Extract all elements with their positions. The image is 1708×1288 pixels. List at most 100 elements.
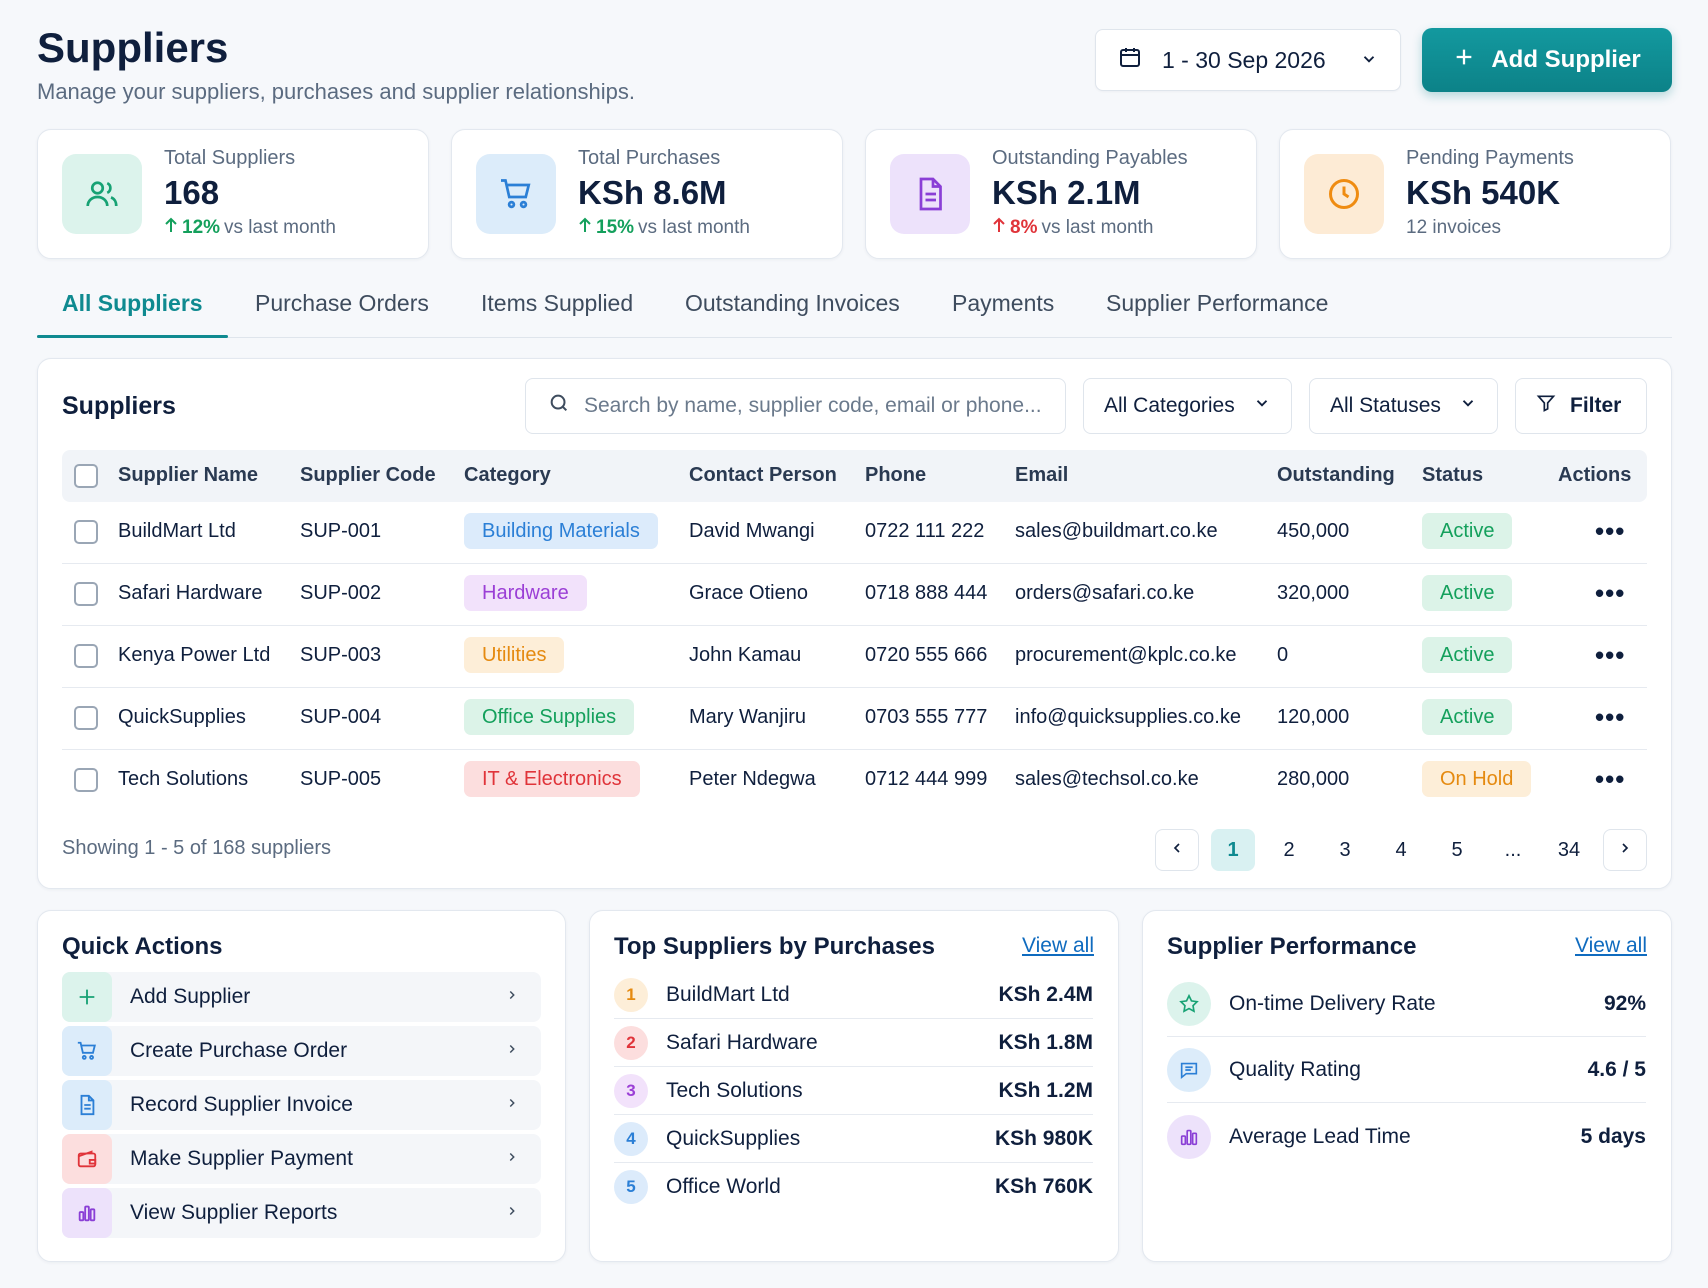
table-header: Supplier Name Supplier Code Category Con…: [62, 450, 1647, 502]
status-badge: Active: [1422, 575, 1513, 611]
table-row[interactable]: Kenya Power Ltd SUP-003 Utilities John K…: [62, 626, 1647, 688]
select-all-checkbox[interactable]: [74, 464, 98, 488]
column-header[interactable]: Phone: [865, 464, 927, 486]
more-actions-icon[interactable]: •••: [1595, 640, 1626, 670]
tab-outstanding-invoices[interactable]: Outstanding Invoices: [685, 290, 900, 316]
supplier-name[interactable]: Tech Solutions: [118, 768, 249, 790]
category-filter-select[interactable]: All Categories: [1083, 378, 1292, 434]
supplier-name[interactable]: Safari Hardware: [118, 582, 263, 604]
rank-badge: 1: [614, 977, 648, 1012]
table-row[interactable]: Safari Hardware SUP-002 Hardware Grace O…: [62, 564, 1647, 626]
purchase-amount: KSh 1.8M: [998, 1030, 1093, 1054]
filter-button-label: Filter: [1570, 394, 1622, 417]
list-item[interactable]: 3 Tech Solutions KSh 1.2M: [614, 1067, 1093, 1115]
previous-page-button[interactable]: [1155, 829, 1199, 871]
kpi-card-pending-payments: Pending Payments KSh 540K 12 invoices: [1279, 129, 1671, 259]
quick-action-add-supplier[interactable]: Add Supplier: [62, 972, 541, 1022]
page-title: Suppliers: [37, 24, 229, 71]
supplier-performance-panel: Supplier Performance View all On-time De…: [1142, 910, 1672, 1262]
supplier-name[interactable]: Kenya Power Ltd: [118, 644, 271, 666]
page-ellipsis: ...: [1504, 838, 1522, 861]
list-item[interactable]: 1 BuildMart Ltd KSh 2.4M: [614, 971, 1093, 1019]
search-input[interactable]: Search by name, supplier code, email or …: [525, 378, 1066, 434]
chevron-down-icon: [1360, 47, 1378, 74]
star-icon: [1167, 981, 1211, 1026]
tab-purchase-orders[interactable]: Purchase Orders: [255, 290, 429, 316]
more-actions-icon[interactable]: •••: [1595, 516, 1626, 546]
supplier-name: Office World: [666, 1175, 781, 1198]
list-item[interactable]: 2 Safari Hardware KSh 1.8M: [614, 1019, 1093, 1067]
page-button-1[interactable]: 1: [1211, 829, 1255, 871]
kpi-delta-text: vs last month: [638, 217, 750, 238]
column-header[interactable]: Outstanding: [1277, 464, 1395, 486]
kpi-delta-text: vs last month: [1041, 217, 1154, 238]
table-row[interactable]: BuildMart Ltd SUP-001 Building Materials…: [62, 502, 1647, 564]
kpi-label: Total Purchases: [578, 147, 721, 169]
kpi-delta: 15% vs last month: [578, 217, 750, 239]
list-item[interactable]: 4 QuickSupplies KSh 980K: [614, 1115, 1093, 1163]
row-checkbox[interactable]: [74, 706, 98, 730]
page-button-2[interactable]: 2: [1283, 838, 1295, 861]
document-icon: [890, 154, 970, 234]
tab-supplier-performance[interactable]: Supplier Performance: [1106, 290, 1329, 316]
kpi-label: Pending Payments: [1406, 147, 1574, 169]
kpi-value: 168: [164, 174, 220, 211]
date-range-picker[interactable]: 1 - 30 Sep 2026: [1095, 29, 1401, 91]
status-badge: Active: [1422, 513, 1513, 549]
more-actions-icon[interactable]: •••: [1595, 702, 1626, 732]
status-filter-select[interactable]: All Statuses: [1309, 378, 1498, 434]
calendar-icon: [1118, 45, 1142, 75]
rank-badge: 2: [614, 1025, 648, 1060]
quick-action-view-supplier-reports[interactable]: View Supplier Reports: [62, 1188, 541, 1238]
metric-label: Quality Rating: [1229, 1057, 1361, 1081]
document-icon: [62, 1080, 112, 1130]
tab-all-suppliers[interactable]: All Suppliers: [62, 290, 203, 316]
rank-badge: 5: [614, 1170, 648, 1204]
purchase-amount: KSh 980K: [994, 1126, 1093, 1150]
table-row[interactable]: QuickSupplies SUP-004 Office Supplies Ma…: [62, 688, 1647, 750]
column-header[interactable]: Status: [1422, 464, 1484, 486]
row-checkbox[interactable]: [74, 768, 98, 792]
contact-person: David Mwangi: [689, 520, 815, 542]
more-actions-icon[interactable]: •••: [1595, 764, 1626, 794]
view-all-link[interactable]: View all: [1022, 934, 1094, 957]
tab-payments[interactable]: Payments: [952, 290, 1055, 316]
column-header[interactable]: Contact Person: [689, 464, 837, 486]
purchase-amount: KSh 2.4M: [998, 982, 1093, 1006]
filter-button[interactable]: Filter: [1515, 378, 1647, 434]
page-button-3[interactable]: 3: [1339, 838, 1351, 861]
list-item[interactable]: 5 Office World KSh 760K: [614, 1163, 1093, 1211]
add-supplier-button[interactable]: Add Supplier: [1422, 28, 1672, 92]
supplier-name[interactable]: BuildMart Ltd: [118, 520, 236, 542]
quick-action-label: Add Supplier: [130, 985, 251, 1008]
more-actions-icon[interactable]: •••: [1595, 578, 1626, 608]
row-checkbox[interactable]: [74, 582, 98, 606]
next-page-button[interactable]: [1603, 829, 1647, 871]
column-header[interactable]: Supplier Name: [118, 464, 259, 486]
chevron-down-icon: [1459, 394, 1477, 418]
contact-person: John Kamau: [689, 644, 802, 666]
outstanding-amount: 0: [1277, 644, 1289, 666]
kpi-label: Outstanding Payables: [992, 147, 1188, 169]
row-checkbox[interactable]: [74, 644, 98, 668]
page-subtitle: Manage your suppliers, purchases and sup…: [37, 79, 636, 104]
page-button-34[interactable]: 34: [1557, 838, 1581, 861]
suppliers-panel: Suppliers Search by name, supplier code,…: [37, 358, 1672, 889]
page-button-4[interactable]: 4: [1395, 838, 1407, 861]
view-all-link[interactable]: View all: [1575, 934, 1647, 957]
quick-action-make-supplier-payment[interactable]: Make Supplier Payment: [62, 1134, 541, 1184]
arrow-up-icon: [164, 217, 178, 239]
quick-action-record-supplier-invoice[interactable]: Record Supplier Invoice: [62, 1080, 541, 1130]
page-button-5[interactable]: 5: [1451, 838, 1463, 861]
column-header[interactable]: Supplier Code: [300, 464, 436, 486]
kpi-delta-value: 15%: [596, 217, 635, 238]
column-header[interactable]: Email: [1015, 464, 1069, 486]
phone: 0718 888 444: [865, 582, 988, 604]
tab-items-supplied[interactable]: Items Supplied: [481, 290, 634, 316]
status-badge: Active: [1422, 699, 1513, 735]
table-row[interactable]: Tech Solutions SUP-005 IT & Electronics …: [62, 750, 1647, 812]
quick-action-create-purchase-order[interactable]: Create Purchase Order: [62, 1026, 541, 1076]
row-checkbox[interactable]: [74, 520, 98, 544]
column-header[interactable]: Category: [464, 464, 551, 486]
supplier-name[interactable]: QuickSupplies: [118, 706, 246, 728]
